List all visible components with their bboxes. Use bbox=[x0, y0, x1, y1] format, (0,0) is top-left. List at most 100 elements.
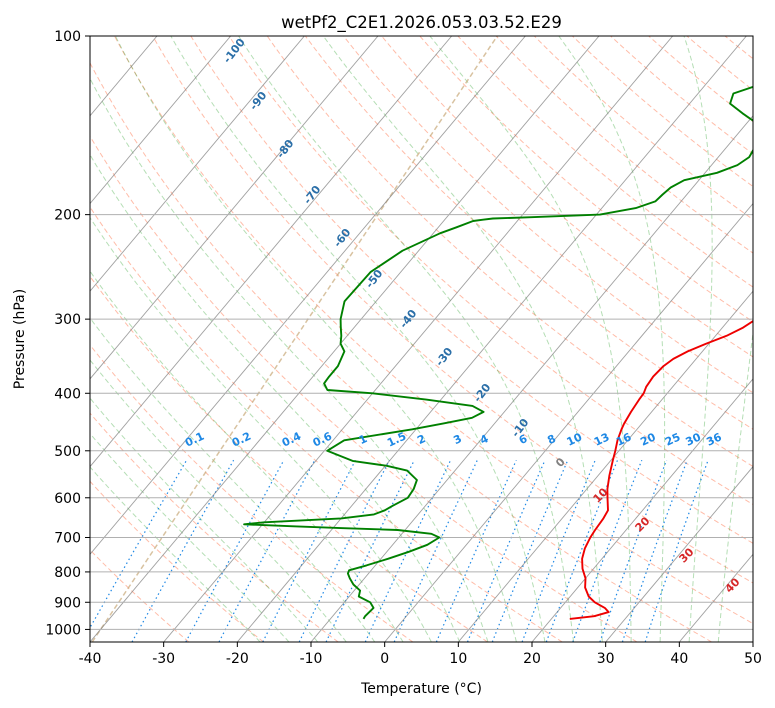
moist-adiabat-line bbox=[90, 359, 347, 642]
isotherm-line bbox=[90, 36, 379, 380]
dry-adiabat-line bbox=[190, 36, 753, 544]
dry-adiabat-line bbox=[381, 36, 753, 358]
dry-adiabat-line bbox=[90, 206, 563, 642]
moist-adiabat-label: 0 bbox=[553, 455, 568, 470]
mixing-ratio-line bbox=[364, 459, 452, 642]
mixing-ratio-label: 20 bbox=[638, 430, 658, 448]
mixing-ratio-line bbox=[298, 459, 390, 642]
y-axis-ticks: 100 200 300 400 500 600 700 800 900 1000 bbox=[45, 29, 90, 638]
dry-adiabat-line bbox=[90, 135, 638, 642]
moist-adiabat-label: 20 bbox=[633, 514, 653, 534]
dry-adiabat-line bbox=[648, 36, 753, 123]
mixing-ratio-label: 16 bbox=[614, 430, 634, 448]
mixing-ratio-label: 0.4 bbox=[280, 429, 303, 449]
mixing-ratio-line bbox=[599, 459, 668, 642]
mixing-ratio-label: 4 bbox=[478, 432, 491, 447]
isotherm-line bbox=[0, 36, 10, 642]
moist-adiabat-line bbox=[558, 36, 666, 642]
x-tick-label: 30 bbox=[597, 651, 615, 667]
moist-adiabat-line bbox=[90, 397, 319, 642]
mixing-ratio-line bbox=[393, 459, 478, 642]
profiles bbox=[243, 85, 753, 620]
mixing-ratio-label: 8 bbox=[545, 432, 557, 447]
dry-adiabat-line bbox=[152, 36, 753, 584]
dry-adiabat-label: -100 bbox=[221, 36, 248, 66]
y-tick-label: 400 bbox=[54, 386, 81, 402]
y-tick-label: 300 bbox=[54, 312, 81, 328]
dry-adiabat-line bbox=[457, 36, 753, 288]
x-tick-label: 10 bbox=[449, 651, 467, 667]
mixing-ratio-line bbox=[435, 459, 517, 642]
dry-adiabat-line bbox=[90, 61, 712, 642]
dry-adiabat-line bbox=[724, 36, 753, 60]
mixing-ratio-label: 30 bbox=[684, 430, 704, 448]
dry-adiabat-line bbox=[686, 36, 753, 91]
x-tick-label: -20 bbox=[226, 651, 249, 667]
dry-adiabat-line bbox=[419, 36, 753, 323]
isotherm-line bbox=[90, 36, 453, 468]
moist-adiabat-line bbox=[90, 153, 461, 642]
dry-adiabat-line bbox=[90, 480, 264, 642]
isotherm-line bbox=[90, 36, 232, 205]
isotherm-line bbox=[384, 202, 753, 642]
isotherm-line bbox=[531, 378, 753, 642]
dry-adiabat-line bbox=[533, 36, 753, 221]
mixing-ratio-line bbox=[621, 459, 688, 642]
dry-adiabat-label: -80 bbox=[274, 137, 297, 161]
y-axis-label: Pressure (hPa) bbox=[12, 289, 28, 389]
mixing-ratio-line bbox=[218, 459, 316, 642]
isotherm-line bbox=[236, 36, 747, 642]
mixing-ratio-line bbox=[90, 459, 188, 629]
dry-adiabat-line bbox=[763, 36, 775, 642]
ice-curve bbox=[91, 36, 498, 642]
dry-adiabat-line bbox=[495, 36, 753, 254]
moist-adiabat-label: 30 bbox=[677, 545, 697, 565]
dry-adiabat-line bbox=[90, 549, 190, 642]
background-lines bbox=[0, 36, 775, 642]
x-tick-label: -40 bbox=[79, 651, 102, 667]
isotherm-line bbox=[90, 36, 526, 555]
mixing-ratio-line bbox=[466, 459, 546, 642]
dry-adiabat-line bbox=[90, 275, 488, 642]
moist-adiabat-line bbox=[170, 36, 546, 642]
moist-adiabat-line bbox=[683, 36, 713, 642]
y-tick-label: 1000 bbox=[45, 622, 81, 638]
x-axis-label: Temperature (°C) bbox=[360, 681, 482, 697]
dry-adiabat-line bbox=[304, 36, 753, 430]
moist-adiabat-line bbox=[90, 216, 432, 642]
isotherm-line bbox=[163, 36, 674, 642]
y-tick-label: 900 bbox=[54, 595, 81, 611]
mixing-ratio-label: 25 bbox=[663, 431, 682, 449]
moist-adiabat-line bbox=[90, 270, 404, 642]
isotherm-line bbox=[457, 290, 753, 642]
chart-title: wetPf2_C2E1.2026.053.03.52.E29 bbox=[281, 13, 562, 33]
mixing-ratio-line bbox=[131, 459, 235, 642]
dry-adiabat-line bbox=[343, 36, 753, 394]
isotherm-line bbox=[310, 115, 753, 642]
dry-adiabat-line bbox=[90, 344, 414, 642]
mixing-ratio-label: 36 bbox=[704, 430, 724, 448]
isotherm-line bbox=[90, 36, 600, 642]
x-axis-ticks: -40 -30 -20 -10 0 10 20 30 40 50 bbox=[79, 642, 762, 667]
dry-adiabat-label: -40 bbox=[397, 307, 420, 331]
x-tick-label: -10 bbox=[300, 651, 323, 667]
mixing-ratio-label: 13 bbox=[592, 430, 611, 448]
dry-adiabat-label: -20 bbox=[471, 381, 494, 405]
y-tick-label: 500 bbox=[54, 444, 81, 460]
moist-adiabat-line bbox=[238, 36, 575, 642]
mixing-ratio-line bbox=[325, 459, 415, 642]
mixing-ratio-label: 3 bbox=[451, 432, 463, 447]
y-tick-label: 600 bbox=[54, 491, 81, 507]
isotherm-line bbox=[752, 641, 753, 642]
moist-adiabat-line bbox=[90, 317, 376, 642]
dry-adiabat-label: -60 bbox=[331, 226, 354, 250]
y-tick-label: 800 bbox=[54, 565, 81, 581]
moist-adiabat-line bbox=[429, 36, 632, 642]
x-tick-label: -30 bbox=[152, 651, 175, 667]
mixing-ratio-line bbox=[572, 459, 643, 642]
mixing-ratio-label: 0.2 bbox=[230, 430, 253, 450]
y-tick-label: 100 bbox=[54, 29, 81, 45]
grid bbox=[90, 35, 753, 630]
